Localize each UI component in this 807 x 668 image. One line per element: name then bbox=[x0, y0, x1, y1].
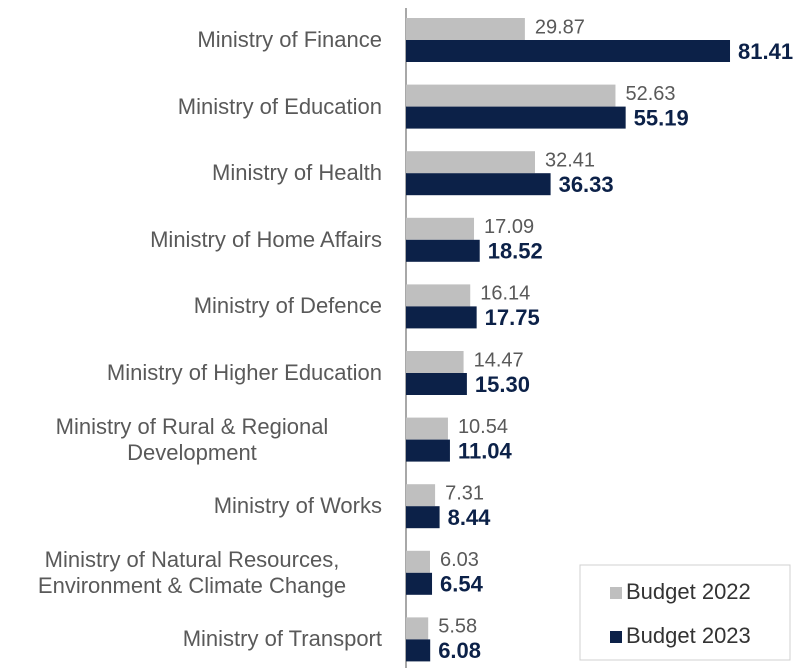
legend-swatch bbox=[610, 631, 622, 643]
legend-box bbox=[579, 564, 791, 661]
value-label: 11.04 bbox=[458, 438, 513, 463]
bar bbox=[406, 484, 436, 507]
value-label: 6.54 bbox=[440, 572, 484, 597]
value-label: 29.87 bbox=[535, 16, 585, 38]
bar bbox=[406, 572, 433, 595]
bar bbox=[406, 506, 440, 529]
bar bbox=[406, 217, 475, 240]
legend-label: Budget 2023 bbox=[626, 623, 751, 648]
category-label: Ministry of Defence bbox=[193, 293, 382, 319]
legend-swatch bbox=[610, 587, 622, 599]
value-label: 17.75 bbox=[485, 305, 540, 330]
bar bbox=[406, 550, 430, 573]
value-label: 18.52 bbox=[488, 239, 543, 264]
bar bbox=[406, 306, 477, 329]
bar bbox=[406, 151, 535, 174]
bar bbox=[406, 173, 551, 196]
category-label: Ministry of Home Affairs bbox=[150, 226, 382, 252]
category-label: Ministry of Rural & Regional Development bbox=[55, 413, 329, 465]
bar bbox=[406, 40, 731, 62]
value-label: 17.09 bbox=[484, 216, 534, 238]
category-label: Ministry of Transport bbox=[182, 626, 382, 652]
bar bbox=[406, 239, 480, 262]
category-label: Ministry of Finance bbox=[197, 27, 382, 52]
bar bbox=[406, 351, 464, 373]
value-label: 7.31 bbox=[445, 482, 484, 504]
bar bbox=[406, 639, 431, 662]
value-label: 55.19 bbox=[634, 105, 689, 130]
bar bbox=[406, 284, 471, 307]
bar bbox=[406, 18, 525, 40]
bar bbox=[406, 617, 429, 640]
value-label: 6.08 bbox=[438, 638, 481, 663]
bar bbox=[406, 439, 450, 462]
value-label: 52.63 bbox=[625, 83, 675, 105]
value-label: 8.44 bbox=[448, 505, 492, 530]
bar bbox=[406, 106, 626, 129]
value-label: 15.30 bbox=[475, 372, 530, 397]
value-label: 32.41 bbox=[545, 149, 595, 171]
bar bbox=[406, 84, 616, 107]
value-label: 36.33 bbox=[559, 172, 614, 197]
category-label: Ministry of Education bbox=[177, 93, 382, 119]
category-label: Ministry of Health bbox=[212, 160, 382, 186]
value-label: 16.14 bbox=[480, 283, 530, 305]
value-label: 14.47 bbox=[474, 349, 524, 371]
value-label: 6.03 bbox=[440, 549, 479, 571]
category-label: Ministry of Natural Resources, Environme… bbox=[37, 546, 347, 598]
category-label: Ministry of Works bbox=[213, 493, 382, 519]
value-label: 81.41 bbox=[738, 39, 793, 64]
bar bbox=[406, 417, 448, 440]
value-label: 10.54 bbox=[458, 416, 508, 438]
category-label: Ministry of Higher Education bbox=[106, 360, 382, 385]
value-label: 5.58 bbox=[438, 616, 477, 638]
bar bbox=[406, 373, 467, 395]
legend-label: Budget 2022 bbox=[626, 579, 751, 604]
